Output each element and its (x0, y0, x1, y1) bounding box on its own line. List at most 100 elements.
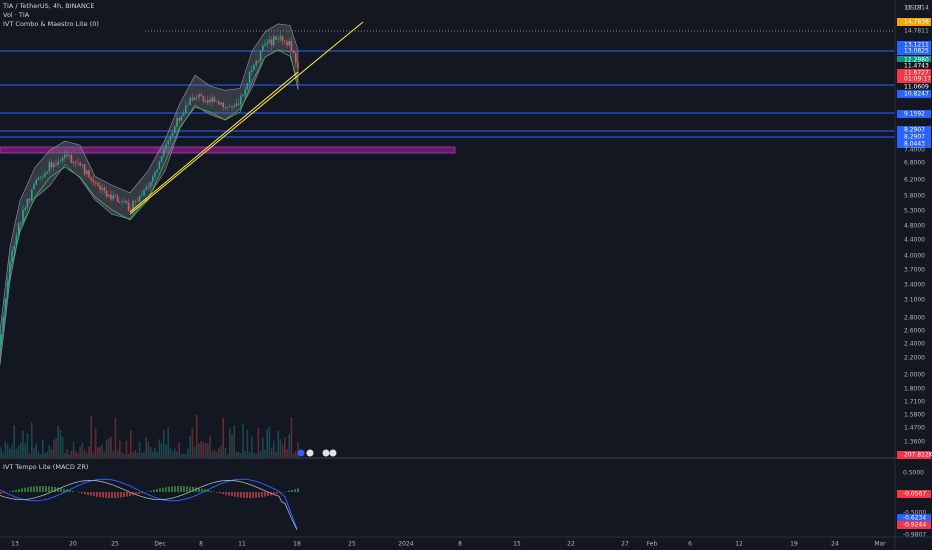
indicator-label[interactable]: IVT Combo & Maestro Lite (0) (3, 20, 99, 28)
oscillator-title[interactable]: IVT Tempo Lite (MACD ZR) (3, 463, 88, 471)
candle (94, 181, 97, 184)
osc-hist (57, 487, 59, 492)
volume-label[interactable]: Vol · TIA (3, 11, 30, 19)
volume-bar (189, 436, 191, 458)
candle (158, 161, 161, 170)
candle (240, 96, 242, 105)
osc-hist (243, 492, 245, 498)
osc-hist (150, 490, 152, 492)
volume-bar (222, 417, 224, 458)
candle (13, 246, 15, 250)
time-label: 13 (11, 541, 19, 548)
volume-bar (86, 452, 88, 458)
osc-hist (183, 486, 185, 492)
volume-bar (2, 452, 4, 458)
candle (286, 41, 288, 46)
candle (284, 40, 286, 42)
volume-bar (198, 443, 200, 458)
candle (200, 94, 202, 96)
time-axis: 13 20 25 Dec 8 11 18 25 2024 8 15 22 27 Feb 6 12 19 24 Mar (11, 541, 886, 548)
candle (174, 126, 176, 133)
volume-bar (59, 429, 62, 458)
symbol[interactable]: TIA / TetherUS, 4h, BINANCE (2, 2, 94, 10)
price-badge (897, 41, 931, 49)
event-icon[interactable] (306, 449, 314, 457)
osc-hist (54, 486, 56, 492)
volume-bar (255, 453, 257, 458)
band (0, 23, 299, 366)
candle (6, 281, 9, 299)
price-label: 8.0443 (904, 141, 925, 148)
time-label: Feb (647, 541, 658, 548)
candle (237, 103, 240, 105)
candle (182, 113, 185, 116)
volume-bar (134, 450, 136, 458)
candle (83, 164, 86, 175)
event-icon[interactable] (322, 449, 330, 457)
osc-hist (240, 492, 242, 498)
volume-bar (165, 444, 167, 458)
event-icon[interactable] (297, 449, 305, 457)
candle (105, 190, 108, 197)
osc-hist (252, 492, 254, 498)
candle (224, 107, 227, 108)
candle (220, 102, 222, 105)
volume-bar (158, 439, 161, 458)
volume-bar (33, 447, 35, 458)
volume-bar (273, 440, 275, 458)
volume-bar (211, 451, 213, 458)
osc-label: -0.9244 (903, 522, 926, 529)
volume-bar (88, 446, 90, 458)
volume-bar (152, 451, 154, 458)
price-badge (897, 56, 931, 64)
candle (57, 161, 59, 165)
osc-hist (270, 492, 272, 496)
osc-hist (117, 492, 119, 498)
markers (297, 449, 337, 457)
osc-hist (222, 492, 224, 495)
time-label: 8 (199, 541, 203, 548)
volume-bar (119, 440, 121, 458)
price-label: 2.4000 (904, 341, 925, 348)
price-label: 8.2907 (904, 127, 925, 134)
volume-bar (72, 441, 75, 458)
volume-bar (116, 450, 119, 458)
osc-hist (279, 492, 281, 494)
volume-bar (123, 453, 125, 458)
candle (22, 209, 24, 222)
volume-bar (66, 449, 68, 458)
trendline (129, 21, 364, 215)
currency[interactable]: USDT (906, 5, 923, 12)
price-label: 4.0000 (904, 253, 925, 260)
candle (20, 221, 22, 224)
time-label: 19 (790, 541, 798, 548)
osc-hist (177, 486, 179, 492)
osc-hist (114, 492, 116, 498)
volume-bar (17, 445, 20, 458)
candle (207, 99, 209, 103)
osc-hist (96, 492, 98, 497)
volume-bar (200, 441, 202, 458)
osc-hist (42, 486, 44, 492)
price-label: 2.0000 (904, 372, 925, 379)
osc-hist (288, 490, 290, 492)
volume-bar (39, 453, 42, 458)
osc-hist (15, 489, 17, 492)
osc-hist (102, 492, 104, 498)
volume-bar (242, 423, 244, 458)
osc-hist (297, 488, 299, 492)
osc-hist (234, 492, 236, 497)
event-icon[interactable] (329, 449, 337, 457)
volume-bar (231, 434, 233, 458)
volume-bar (90, 416, 92, 458)
osc-hist (192, 486, 194, 492)
candle (90, 177, 92, 180)
osc-hist (30, 486, 32, 492)
price-label: 3.7000 (904, 267, 925, 274)
volume-bar (266, 429, 268, 458)
candle (218, 101, 220, 105)
candle (257, 61, 260, 62)
volume-bar (277, 431, 279, 458)
candle (145, 186, 147, 190)
volume-bar (92, 452, 95, 458)
